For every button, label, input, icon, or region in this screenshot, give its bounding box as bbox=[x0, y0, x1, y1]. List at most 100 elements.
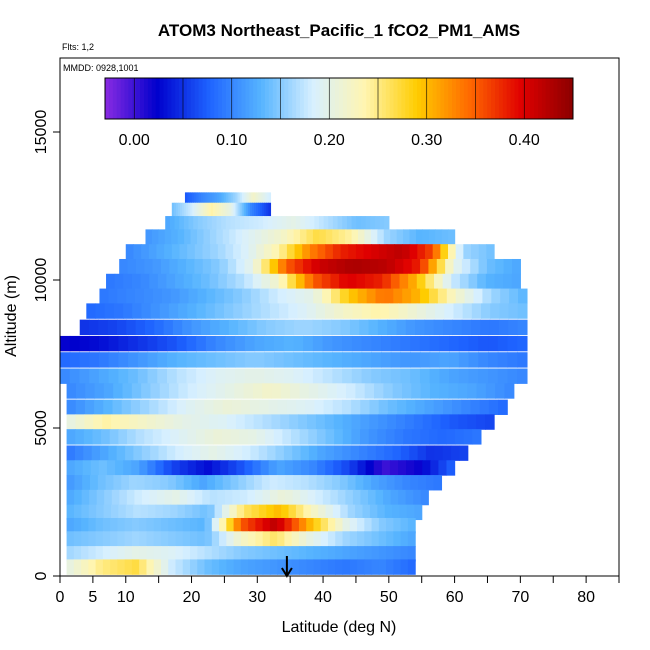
heat-cell bbox=[244, 273, 254, 290]
heat-cell bbox=[91, 445, 101, 461]
heat-cell bbox=[236, 258, 246, 275]
heat-cell bbox=[204, 460, 213, 476]
heat-cell bbox=[364, 229, 372, 245]
heat-cell bbox=[335, 559, 344, 575]
heat-cell bbox=[317, 244, 326, 260]
heat-cell bbox=[244, 414, 255, 430]
heat-cell bbox=[387, 399, 398, 415]
heat-cell bbox=[328, 216, 334, 232]
heat-cell bbox=[137, 352, 149, 368]
heat-cell bbox=[66, 517, 75, 534]
heat-cell bbox=[411, 429, 422, 445]
colorbar-segment bbox=[120, 78, 125, 119]
heat-cell bbox=[139, 531, 148, 547]
heat-cell bbox=[224, 303, 234, 319]
heat-cell bbox=[88, 517, 97, 534]
heat-cell bbox=[79, 368, 90, 384]
heat-cell bbox=[398, 303, 409, 319]
heat-cell bbox=[180, 202, 183, 219]
heat-cell bbox=[158, 445, 168, 461]
heat-cell bbox=[118, 368, 129, 384]
heat-cell bbox=[248, 531, 256, 547]
heat-cell bbox=[117, 319, 127, 336]
heat-cell bbox=[299, 383, 310, 399]
x-tick-label: 0 bbox=[56, 589, 65, 606]
heat-cell bbox=[314, 216, 320, 232]
heat-cell bbox=[184, 202, 187, 219]
heat-cell bbox=[135, 288, 145, 304]
heat-cell bbox=[90, 475, 99, 491]
colorbar-tick-label: 0.00 bbox=[119, 132, 150, 149]
heat-cell bbox=[111, 489, 120, 506]
heat-cell bbox=[151, 229, 159, 245]
heat-cell bbox=[271, 383, 282, 399]
heat-cell bbox=[442, 445, 452, 461]
heat-cell bbox=[176, 352, 188, 368]
heat-cell bbox=[264, 352, 275, 368]
heat-cell bbox=[393, 546, 402, 562]
heat-cell bbox=[214, 504, 223, 521]
heat-cell bbox=[120, 414, 130, 430]
heat-cell bbox=[263, 192, 266, 208]
heat-cell bbox=[425, 475, 435, 491]
heat-cell bbox=[396, 414, 406, 430]
heat-cell bbox=[486, 258, 496, 275]
heat-cell bbox=[140, 504, 149, 521]
heat-cell bbox=[342, 216, 348, 232]
heat-cell bbox=[89, 489, 98, 506]
heat-cell bbox=[186, 335, 197, 352]
heat-cell bbox=[509, 288, 519, 304]
heat-cell bbox=[200, 273, 211, 290]
heat-cell bbox=[233, 546, 242, 562]
heat-cell bbox=[240, 559, 249, 575]
colorbar: 0.00 0.10 0.20 0.30 0.40 bbox=[104, 77, 574, 149]
heat-cell bbox=[215, 352, 226, 368]
heat-cell bbox=[317, 445, 327, 461]
heat-cell bbox=[206, 383, 217, 399]
colorbar-segment bbox=[342, 78, 348, 119]
colorbar-segment bbox=[530, 78, 535, 119]
heat-cell bbox=[74, 489, 83, 506]
heat-cell bbox=[104, 489, 113, 506]
heat-cell bbox=[307, 414, 317, 430]
heat-cell bbox=[284, 546, 293, 562]
heat-cell bbox=[113, 383, 124, 399]
heat-cell bbox=[175, 475, 185, 491]
colorbar-segment bbox=[151, 78, 157, 119]
heat-cell bbox=[205, 368, 217, 384]
heat-cell bbox=[82, 475, 91, 491]
colorbar-segment bbox=[179, 78, 184, 119]
heat-cell bbox=[304, 273, 314, 290]
heat-cell bbox=[279, 303, 289, 319]
heat-cell bbox=[245, 192, 248, 208]
heat-cell bbox=[335, 517, 344, 534]
heat-cell bbox=[164, 489, 173, 506]
heat-cell bbox=[371, 546, 380, 562]
heat-cell bbox=[337, 216, 343, 232]
heat-cell bbox=[125, 445, 135, 461]
heat-cell bbox=[226, 273, 237, 290]
heat-cell bbox=[331, 288, 341, 304]
heat-cell bbox=[312, 352, 324, 368]
heat-cell bbox=[414, 504, 423, 521]
heat-cell bbox=[392, 383, 403, 399]
heat-cell bbox=[160, 517, 169, 534]
heat-cell bbox=[320, 531, 329, 547]
heat-cell bbox=[355, 504, 364, 521]
colorbar-segment bbox=[241, 78, 246, 119]
heat-cell bbox=[222, 192, 225, 208]
colorbar-segment bbox=[381, 78, 387, 119]
heat-cell bbox=[342, 546, 351, 562]
heat-cell bbox=[256, 244, 265, 260]
heat-cell bbox=[208, 202, 212, 219]
heat-cell bbox=[155, 460, 165, 476]
heat-cell bbox=[313, 559, 322, 575]
heat-cell bbox=[338, 229, 346, 245]
heat-cell bbox=[258, 445, 268, 461]
heat-cell bbox=[215, 288, 225, 304]
heat-cell bbox=[81, 504, 90, 521]
heat-cell bbox=[277, 489, 286, 506]
heat-cell bbox=[327, 546, 336, 562]
heat-cell bbox=[114, 273, 124, 290]
heat-cell bbox=[284, 517, 293, 534]
